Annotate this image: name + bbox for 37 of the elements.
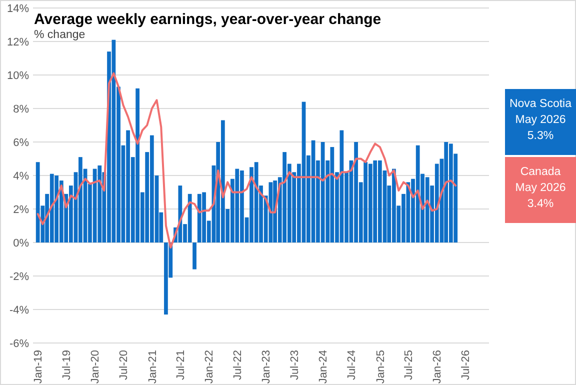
y-tick-label: -2% (9, 270, 30, 283)
x-tick-label: Jan-20 (90, 350, 102, 384)
y-tick-label: 2% (13, 204, 30, 216)
text: 3.4% (527, 198, 554, 210)
y-tick-label: 0% (13, 237, 30, 250)
text: Canada (520, 166, 562, 178)
x-tick-label: Jan-25 (374, 350, 387, 384)
x-tick-label: Jan-22 (204, 350, 216, 384)
x-tick-label: Jan-21 (146, 350, 159, 384)
bar (192, 242, 196, 270)
y-tick-label: -6% (9, 338, 30, 350)
y-tick-label: 6% (13, 136, 30, 149)
y-tick-label: 14% (6, 2, 30, 15)
x-tick-label: Jul-26 (460, 350, 472, 380)
line-series (36, 72, 457, 249)
x-tick-label: Jan-23 (260, 350, 273, 384)
text: May 2026 (515, 182, 566, 194)
y-tick-label: 4% (13, 170, 30, 182)
x-tick-label: Jul-24 (346, 350, 358, 380)
y-tick-label: 12% (6, 36, 30, 48)
text: May 2026 (515, 114, 566, 126)
y-tick-label: 10% (6, 70, 30, 82)
x-tick-label: Jan-19 (32, 350, 45, 384)
x-tick-label: Jul-21 (175, 350, 188, 380)
x-tick-label: Jul-22 (232, 350, 244, 380)
text: 5.3% (527, 130, 554, 142)
text: Nova Scotia (509, 98, 572, 110)
x-tick-label: Jul-23 (288, 350, 301, 380)
y-tick-label: -4% (9, 304, 30, 316)
x-tick-label: Jul-19 (60, 350, 73, 380)
chart-title: Average weekly earnings, year-over-year change (34, 11, 382, 28)
text: % change (34, 29, 86, 41)
x-tick-label: Jul-25 (403, 350, 416, 380)
x-tick-label: Jan-26 (432, 350, 444, 384)
y-tick-label: 8% (13, 103, 30, 116)
x-tick-label: Jul-20 (118, 350, 130, 380)
x-tick-label: Jan-24 (318, 350, 330, 384)
